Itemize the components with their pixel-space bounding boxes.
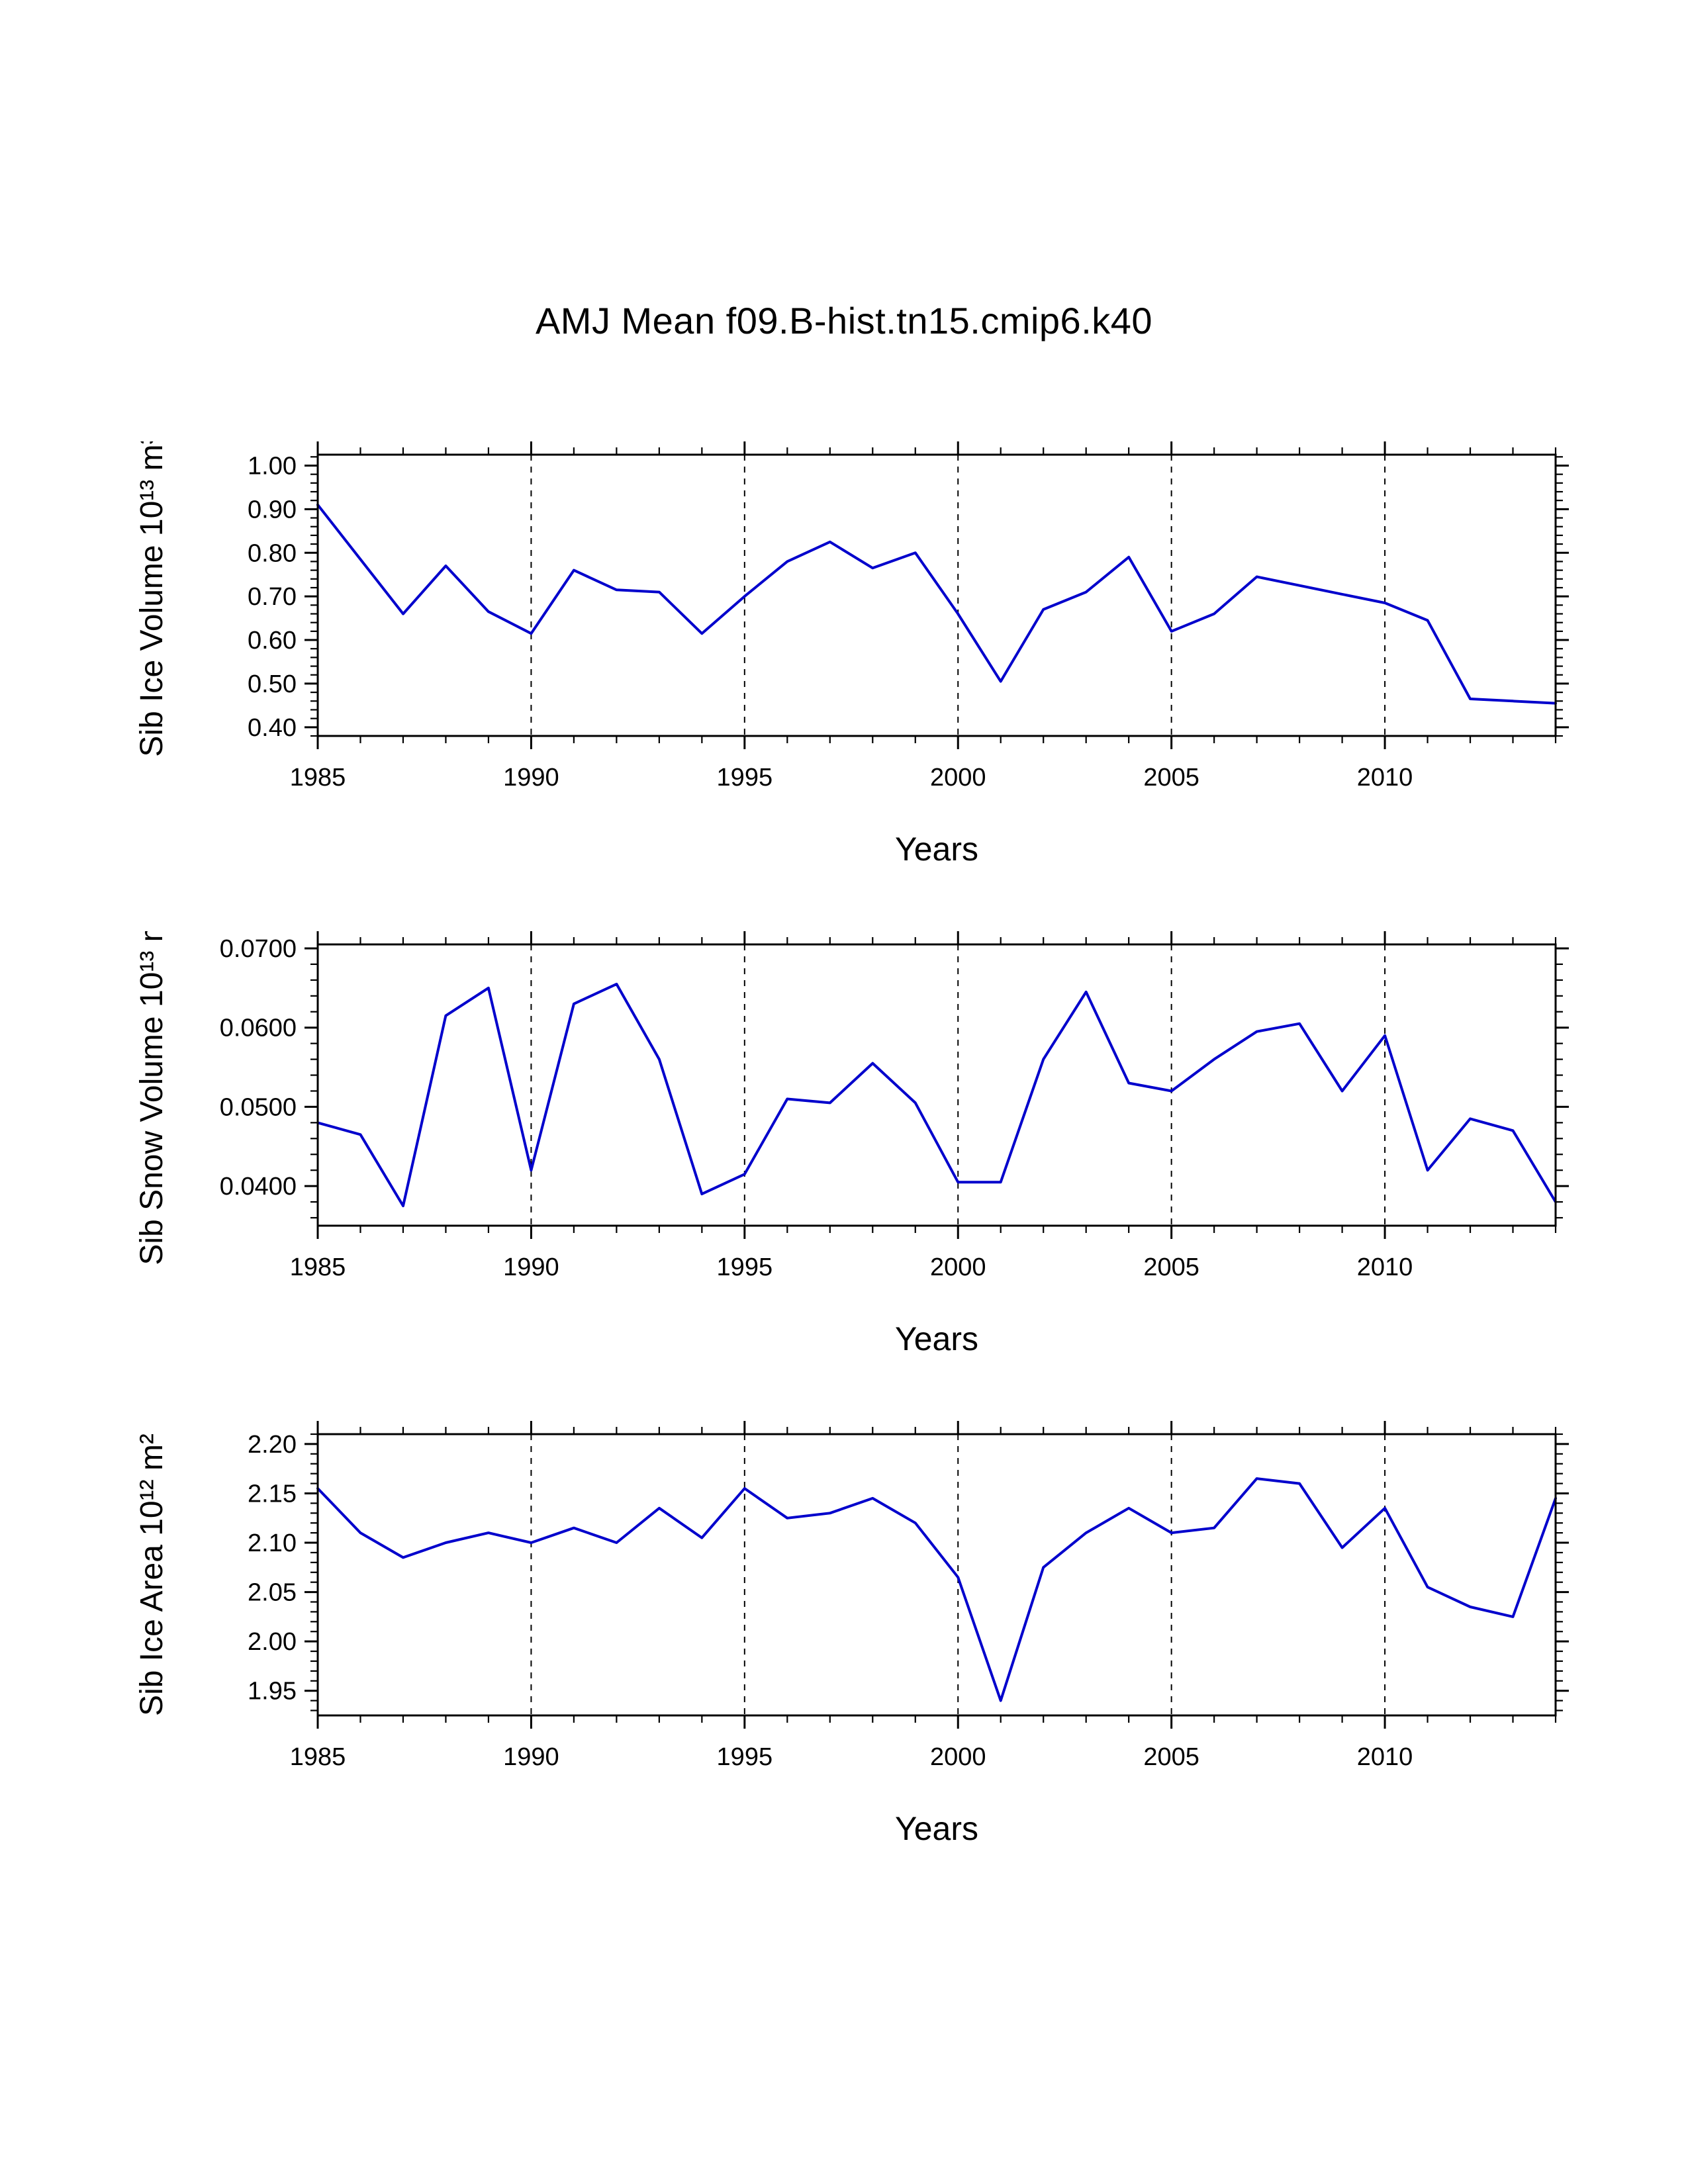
figure-title: AMJ Mean f09.B-hist.tn15.cmip6.k40 — [535, 300, 1153, 341]
x-tick-label: 1990 — [503, 1253, 559, 1281]
y-tick-label: 0.50 — [248, 670, 297, 698]
y-tick-label: 2.05 — [248, 1579, 297, 1607]
y-tick-label: 2.15 — [248, 1480, 297, 1508]
x-tick-label: 2000 — [930, 764, 986, 792]
gridlines — [530, 455, 1386, 736]
data-line — [316, 503, 1557, 705]
x-tick-label: 2000 — [930, 1743, 986, 1771]
x-tick-label: 1990 — [503, 764, 559, 792]
x-tick-label: 1995 — [717, 764, 773, 792]
y-tick-label: 0.60 — [248, 627, 297, 655]
data-line — [316, 1477, 1557, 1702]
y-axis-label: Sib Ice Volume 10¹³ m³ — [134, 441, 169, 757]
x-tick-label: 1985 — [290, 1743, 346, 1771]
x-axis-ticks: 1985 1990 1995 2000 2005 2010 — [290, 441, 1557, 792]
y-tick-label: 0.0600 — [220, 1015, 297, 1042]
y-tick-label: 2.00 — [248, 1628, 297, 1656]
y-tick-label: 0.70 — [248, 583, 297, 611]
gridlines — [530, 1434, 1386, 1715]
y-axis-label: Sib Snow Volume 10¹³ m³ — [134, 931, 169, 1265]
x-tick-label: 2010 — [1357, 764, 1413, 792]
y-tick-label: 2.10 — [248, 1529, 297, 1557]
y-tick-label: 0.0400 — [220, 1173, 297, 1201]
y-tick-label: 0.40 — [248, 714, 297, 742]
plot-frame — [316, 943, 1557, 1227]
x-tick-label: 2000 — [930, 1253, 986, 1281]
x-tick-label: 1990 — [503, 1743, 559, 1771]
y-tick-label: 0.0700 — [220, 935, 297, 963]
y-tick-label: 1.00 — [248, 452, 297, 480]
data-line — [316, 982, 1557, 1208]
x-tick-label: 2005 — [1143, 764, 1199, 792]
y-axis-label: Sib Ice Area 10¹² m² — [134, 1433, 169, 1716]
x-axis-label: Years — [895, 831, 978, 868]
x-axis-ticks: 1985 1990 1995 2000 2005 2010 — [290, 1421, 1557, 1771]
y-tick-label: 0.80 — [248, 539, 297, 567]
x-axis-label: Years — [895, 1810, 978, 1847]
gridlines — [530, 944, 1386, 1226]
y-tick-label: 1.95 — [248, 1678, 297, 1706]
plot-frame — [316, 1433, 1557, 1717]
plot-frame — [316, 453, 1557, 737]
x-tick-label: 2005 — [1143, 1253, 1199, 1281]
x-tick-label: 1985 — [290, 1253, 346, 1281]
y-tick-label: 2.20 — [248, 1431, 297, 1459]
ice-area-chart: 1985 1990 1995 2000 2005 2010 1.95 2.00 2.05 2.10… — [134, 1421, 1569, 1847]
x-tick-label: 2010 — [1357, 1253, 1413, 1281]
ice-volume-chart: 1985 1990 1995 2000 2005 2010 0.40 0.50 0.60 0.70… — [134, 441, 1569, 868]
x-tick-label: 1995 — [717, 1253, 773, 1281]
x-tick-label: 1985 — [290, 764, 346, 792]
y-axis-ticks: 1.95 2.00 2.05 2.10 2.15 2.20 — [248, 1431, 1569, 1711]
x-tick-label: 1995 — [717, 1743, 773, 1771]
y-tick-label: 0.0500 — [220, 1093, 297, 1121]
y-axis-ticks: 0.0400 0.0500 0.0600 0.0700 — [220, 935, 1569, 1219]
y-tick-label: 0.90 — [248, 496, 297, 523]
snow-volume-chart: 1985 1990 1995 2000 2005 2010 0.0400 0.0500 0.06… — [134, 931, 1569, 1357]
x-axis-label: Years — [895, 1320, 978, 1357]
x-tick-label: 2010 — [1357, 1743, 1413, 1771]
x-tick-label: 2005 — [1143, 1743, 1199, 1771]
y-axis-ticks: 0.40 0.50 0.60 0.70 0.80 0.90 1.00 — [248, 452, 1569, 742]
x-axis-ticks: 1985 1990 1995 2000 2005 2010 — [290, 931, 1557, 1281]
